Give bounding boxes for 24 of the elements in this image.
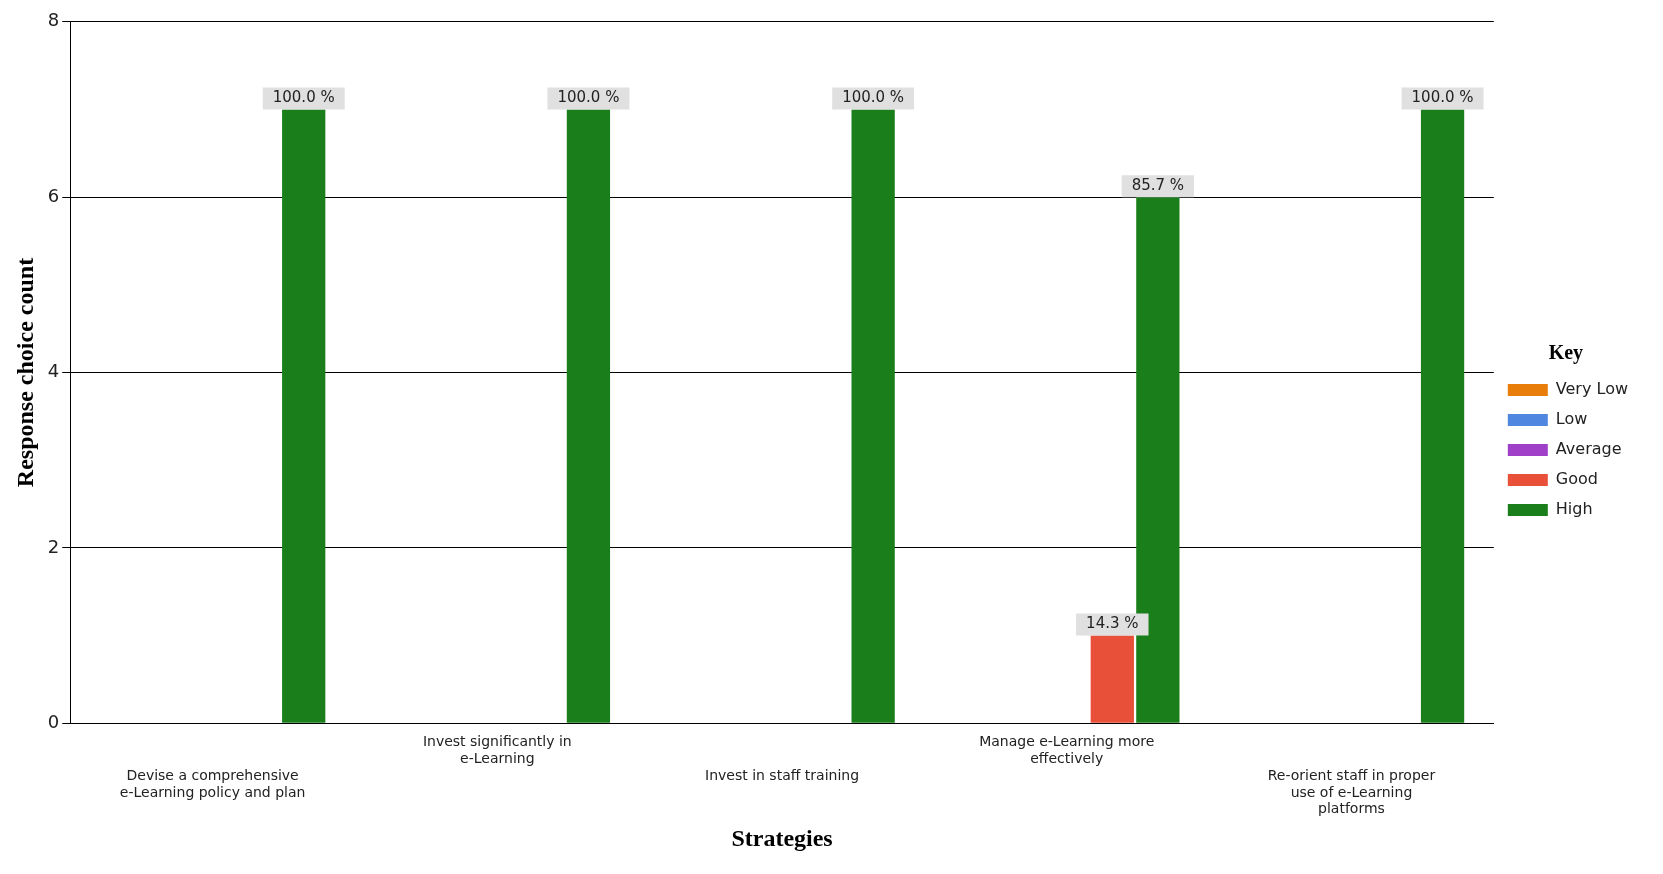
- y-tick-label: 2: [47, 535, 60, 557]
- legend-label: High: [1555, 499, 1593, 519]
- annotation: 100.0 %: [557, 88, 620, 107]
- legend-label: Average: [1555, 439, 1622, 459]
- x-tick-label: Invest significantly in e-Learning: [422, 733, 572, 767]
- x-tick-label: Devise a comprehensive e-Learning policy and plan: [119, 766, 306, 800]
- annotation: 100.0 %: [842, 88, 905, 107]
- y-tick-label: 6: [47, 184, 60, 206]
- y-tick-label: 8: [47, 9, 60, 31]
- legend-title: Key: [1548, 341, 1584, 365]
- x-tick-label: Invest in staff training: [705, 766, 860, 783]
- y-axis-title: Response choice count: [11, 257, 38, 488]
- legend-label: Very Low: [1555, 379, 1628, 399]
- annotation: 14.3 %: [1086, 614, 1139, 633]
- legend-label: Good: [1555, 469, 1598, 489]
- annotation: 100.0 %: [1411, 88, 1474, 107]
- x-axis-title: Strategies: [731, 824, 833, 851]
- legend-label: Low: [1555, 409, 1588, 429]
- y-tick-label: 4: [47, 360, 60, 382]
- annotation: 85.7 %: [1131, 176, 1185, 195]
- x-tick-label: Manage e-Learning more effectively: [979, 733, 1155, 767]
- annotation: 100.0 %: [272, 88, 335, 107]
- y-tick-label: 0: [47, 710, 60, 732]
- x-tick-label: Re-orient staff in proper use of e-Learning platforms: [1267, 766, 1436, 817]
